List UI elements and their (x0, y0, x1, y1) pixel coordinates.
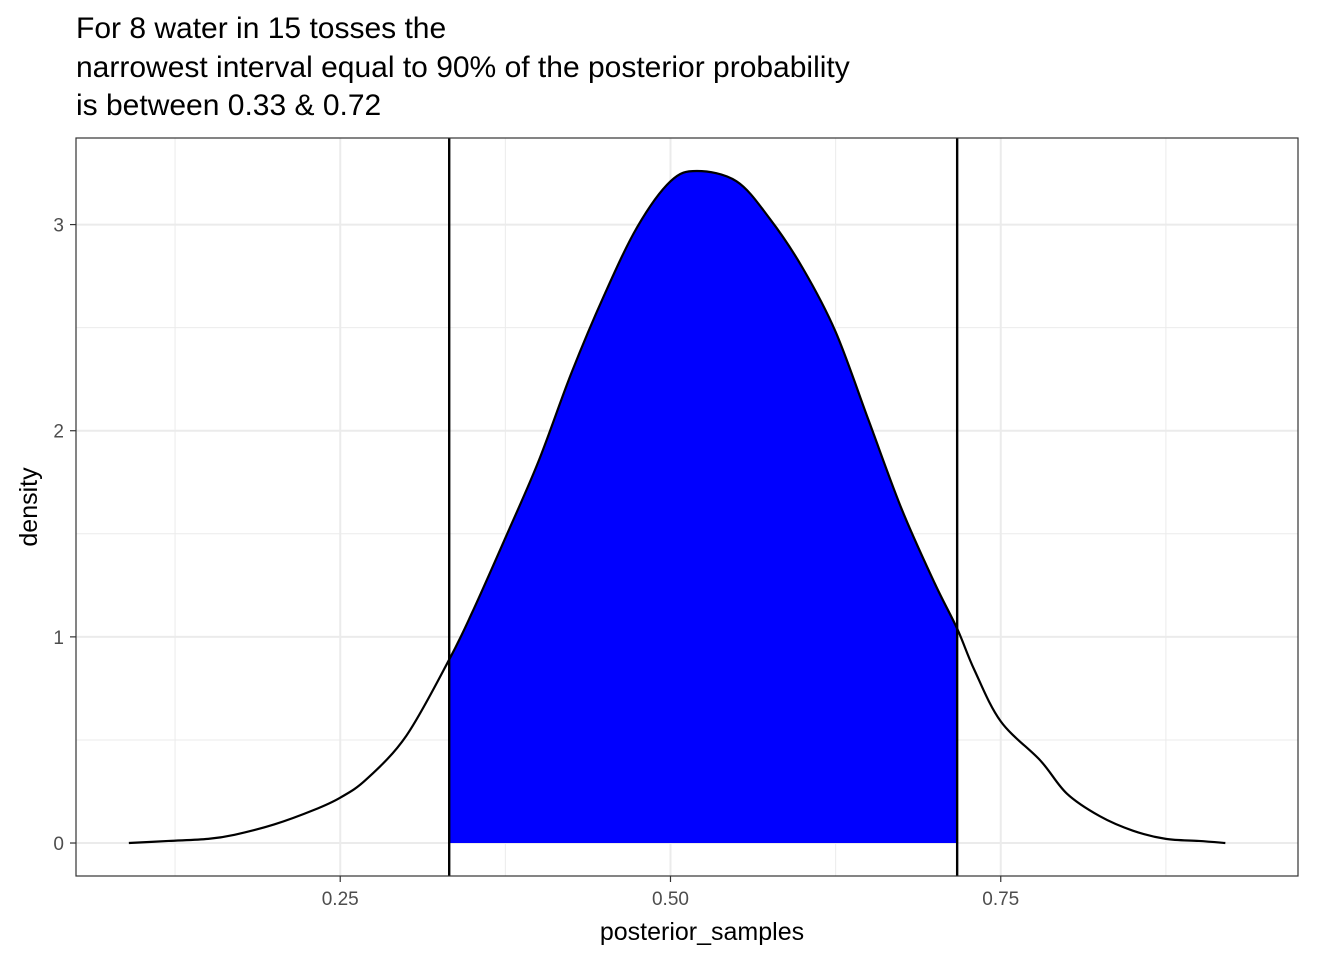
x-tick-label-2: 0.75 (982, 889, 1019, 910)
chart-title-line-3: is between 0.33 & 0.72 (76, 89, 381, 122)
interval-area-layer (449, 170, 958, 844)
panel-border (75, 137, 1299, 877)
y-tick-label-2: 2 (53, 422, 64, 443)
chart-title-line-1: For 8 water in 15 tosses the (76, 12, 446, 45)
y-axis-title: density (15, 467, 43, 547)
interval-area (449, 170, 958, 844)
y-axis: 0 1 2 3 (53, 216, 76, 855)
x-axis: 0.25 0.50 0.75 (322, 876, 1019, 910)
y-tick-label-0: 0 (53, 834, 64, 855)
x-tick-label-0: 0.25 (322, 889, 359, 910)
y-tick-label-3: 3 (53, 216, 64, 237)
density-line-layer (128, 138, 1226, 876)
chart-title-line-2: narrowest interval equal to 90% of the p… (76, 51, 850, 84)
density-curve (128, 169, 1226, 845)
x-tick-label-1: 0.50 (652, 889, 689, 910)
panel-frame (75, 137, 1299, 877)
y-tick-label-1: 1 (53, 628, 64, 649)
x-axis-title: posterior_samples (600, 918, 804, 946)
